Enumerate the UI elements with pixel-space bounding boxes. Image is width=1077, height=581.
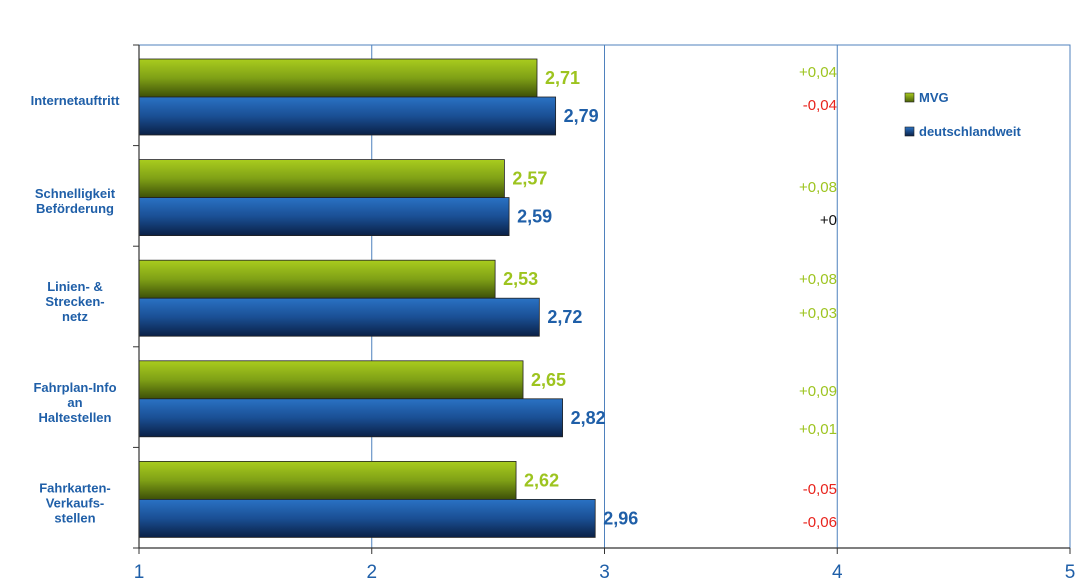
legend-swatch-mvg [904, 92, 915, 103]
change-label: +0,03 [799, 305, 837, 322]
change-label: +0,04 [799, 64, 837, 81]
legend-label: MVG [919, 90, 949, 105]
category-label: stellen [54, 510, 95, 525]
legend-swatch-deutschlandweit [904, 126, 915, 137]
change-label: +0,08 [799, 179, 837, 196]
category-label: Linien- & [47, 279, 103, 294]
bar-deutschlandweit [138, 498, 596, 538]
category-label: Fahrplan-Info [33, 380, 116, 395]
category-label: an [67, 395, 82, 410]
change-label: +0,09 [799, 383, 837, 400]
x-tick-label: 2 [366, 562, 377, 581]
value-label: 2,62 [524, 470, 559, 490]
bar-deutschlandweit [138, 96, 557, 136]
bars-group [138, 58, 596, 538]
category-label: netz [62, 309, 89, 324]
bar-deutschlandweit [138, 197, 510, 237]
change-label: -0,05 [803, 481, 837, 498]
category-label: Schnelligkeit [35, 186, 116, 201]
legend: MVG deutschlandweit [904, 90, 1022, 139]
category-label: Beförderung [36, 201, 114, 216]
category-label: Verkaufs- [46, 495, 105, 510]
value-label: 2,96 [603, 508, 638, 528]
axes: 1 2 3 4 5 [133, 44, 1076, 581]
x-tick-label: 1 [134, 562, 145, 581]
change-label: +0,08 [799, 271, 837, 288]
category-label: Strecken- [45, 294, 104, 309]
legend-label: deutschlandweit [919, 124, 1022, 139]
labels-group: 2,71 2,79 Internetauftritt 2,57 2,59 Schnelli… [31, 64, 837, 531]
change-label: -0,06 [803, 514, 837, 531]
bar-mvg [138, 460, 517, 500]
value-label: 2,71 [545, 68, 580, 88]
value-label: 2,79 [564, 106, 599, 126]
value-label: 2,72 [547, 307, 582, 327]
value-label: 2,65 [531, 370, 566, 390]
bar-mvg [138, 58, 538, 98]
change-label: +0 [820, 212, 837, 229]
category-label: Haltestellen [39, 410, 112, 425]
bar-mvg [138, 259, 496, 299]
change-label: +0,01 [799, 421, 837, 438]
change-label: -0,04 [803, 97, 837, 114]
bar-mvg [138, 360, 524, 400]
bar-deutschlandweit [138, 398, 564, 438]
category-label: Internetauftritt [31, 93, 121, 108]
value-label: 2,53 [503, 269, 538, 289]
x-tick-label: 5 [1065, 562, 1076, 581]
value-label: 2,59 [517, 207, 552, 227]
category-label: Fahrkarten- [39, 480, 111, 495]
value-label: 2,57 [512, 169, 547, 189]
x-tick-label: 3 [599, 562, 610, 581]
value-label: 2,82 [571, 408, 606, 428]
bar-mvg [138, 159, 505, 199]
bar-deutschlandweit [138, 297, 540, 337]
x-tick-label: 4 [832, 562, 843, 581]
